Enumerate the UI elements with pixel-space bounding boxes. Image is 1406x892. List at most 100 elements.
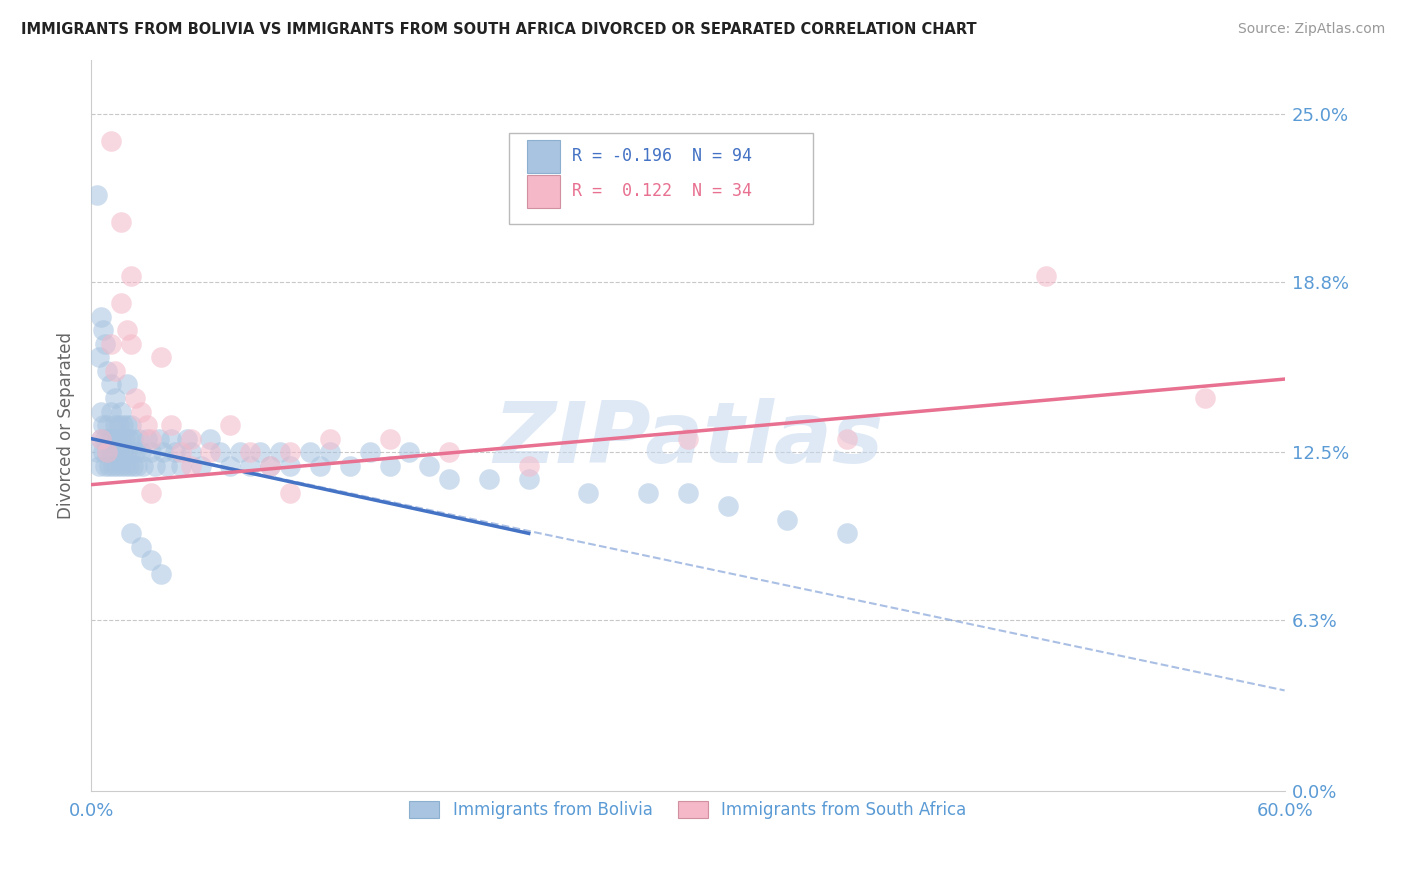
Point	[239, 458, 262, 473]
Point	[152, 445, 174, 459]
Point	[111, 445, 134, 459]
Point	[278, 445, 301, 459]
Y-axis label: Divorced or Separated: Divorced or Separated	[58, 332, 75, 518]
Text: R =  0.122  N = 34: R = 0.122 N = 34	[572, 182, 752, 200]
Point	[229, 445, 252, 459]
Point	[148, 432, 170, 446]
Point	[517, 472, 540, 486]
Point	[96, 418, 118, 433]
Point	[339, 458, 361, 473]
Point	[120, 418, 142, 433]
Point	[149, 567, 172, 582]
Point	[717, 500, 740, 514]
Point	[259, 458, 281, 473]
Point	[163, 445, 186, 459]
Point	[96, 445, 118, 459]
Point	[108, 445, 131, 459]
Point	[135, 418, 157, 433]
Point	[100, 445, 122, 459]
Point	[249, 445, 271, 459]
Point	[105, 432, 128, 446]
Point	[180, 432, 202, 446]
Point	[86, 188, 108, 202]
Point	[114, 432, 136, 446]
Point	[87, 351, 110, 365]
Point	[128, 432, 150, 446]
Point	[219, 458, 242, 473]
Point	[418, 458, 440, 473]
Point	[180, 445, 202, 459]
Point	[115, 377, 138, 392]
Point	[437, 472, 460, 486]
Point	[437, 445, 460, 459]
Point	[835, 526, 858, 541]
Point	[143, 458, 166, 473]
Point	[122, 458, 145, 473]
Point	[676, 485, 699, 500]
Point	[94, 432, 117, 446]
Point	[104, 418, 127, 433]
Point	[110, 215, 132, 229]
Point	[269, 445, 291, 459]
Point	[398, 445, 420, 459]
Point	[96, 445, 118, 459]
Point	[90, 404, 112, 418]
Point	[219, 418, 242, 433]
Point	[114, 458, 136, 473]
Point	[200, 432, 222, 446]
Point	[110, 432, 132, 446]
Text: Source: ZipAtlas.com: Source: ZipAtlas.com	[1237, 22, 1385, 37]
Point	[378, 458, 401, 473]
Point	[676, 432, 699, 446]
Point	[835, 432, 858, 446]
Point	[478, 472, 501, 486]
Point	[190, 458, 212, 473]
Point	[169, 445, 191, 459]
Point	[378, 432, 401, 446]
Point	[129, 445, 152, 459]
Point	[91, 323, 114, 337]
Point	[91, 445, 114, 459]
Point	[637, 485, 659, 500]
Point	[91, 418, 114, 433]
Point	[98, 458, 121, 473]
Point	[139, 485, 162, 500]
Point	[115, 323, 138, 337]
Point	[1194, 391, 1216, 405]
Point	[319, 445, 342, 459]
Point	[129, 404, 152, 418]
Point	[118, 458, 141, 473]
Point	[108, 418, 131, 433]
Point	[90, 432, 112, 446]
Point	[776, 513, 799, 527]
Point	[101, 432, 124, 446]
Point	[129, 540, 152, 554]
Point	[100, 404, 122, 418]
FancyBboxPatch shape	[509, 133, 813, 224]
Point	[239, 445, 262, 459]
Point	[105, 458, 128, 473]
Point	[180, 458, 202, 473]
Point	[278, 458, 301, 473]
Point	[100, 432, 122, 446]
Point	[98, 432, 121, 446]
Point	[120, 337, 142, 351]
Point	[298, 445, 321, 459]
Point	[209, 445, 232, 459]
Point	[139, 432, 162, 446]
Point	[120, 526, 142, 541]
Point	[1035, 269, 1057, 284]
Point	[200, 445, 222, 459]
Point	[101, 458, 124, 473]
Point	[517, 458, 540, 473]
Point	[159, 418, 181, 433]
Point	[100, 377, 122, 392]
Point	[120, 269, 142, 284]
Point	[149, 351, 172, 365]
Point	[110, 458, 132, 473]
Point	[87, 458, 110, 473]
Point	[94, 337, 117, 351]
Point	[120, 445, 142, 459]
Point	[104, 391, 127, 405]
Point	[278, 485, 301, 500]
